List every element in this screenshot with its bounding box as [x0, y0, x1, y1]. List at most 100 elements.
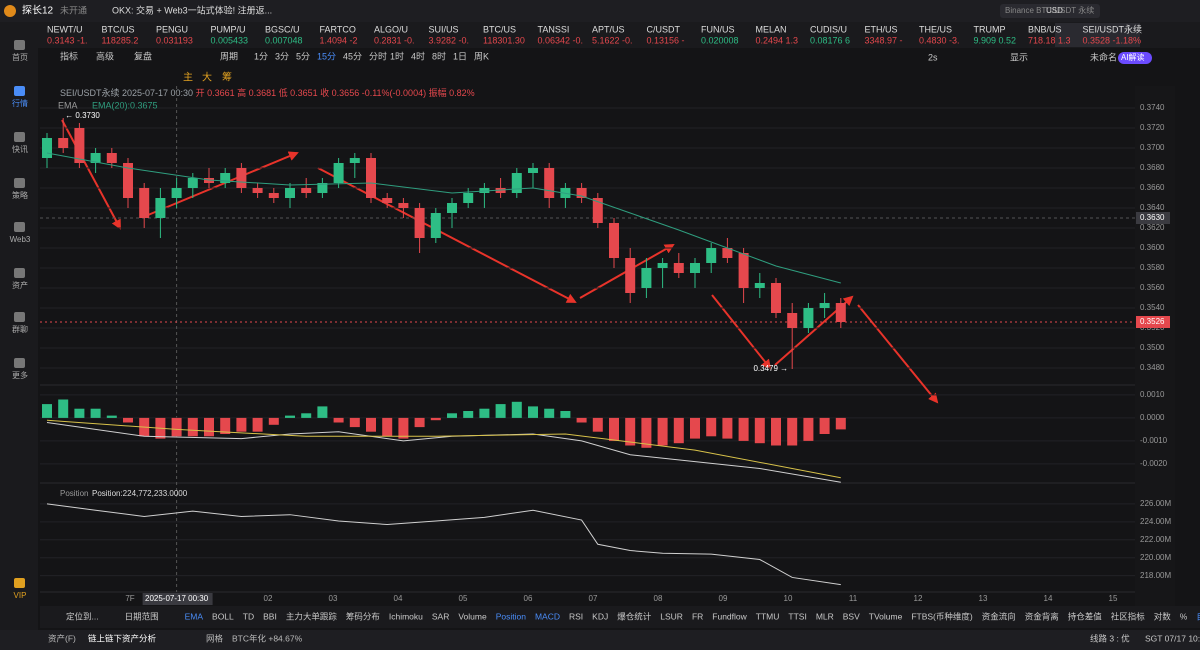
tab[interactable]: RSI: [569, 611, 583, 621]
toolbar-right[interactable]: 未命名: [1090, 51, 1117, 62]
tab[interactable]: 对数: [1154, 611, 1172, 621]
sidebar-item[interactable]: VIP: [14, 591, 27, 600]
active-ticker[interactable]: [1055, 23, 1140, 47]
candle-body: [398, 203, 409, 208]
ticker-name[interactable]: BNB/US: [1028, 24, 1062, 34]
ticker-name[interactable]: PUMP/U: [211, 24, 246, 34]
tab[interactable]: BSV: [843, 611, 860, 621]
candle-body: [511, 173, 522, 193]
ticker-name[interactable]: APT/US: [592, 24, 625, 34]
period[interactable]: 45分: [343, 51, 362, 61]
tab[interactable]: MACD: [535, 611, 560, 621]
ticker-name[interactable]: TANSSI: [538, 24, 570, 34]
tab[interactable]: FR: [692, 611, 703, 621]
period[interactable]: 1分: [254, 51, 268, 61]
tab[interactable]: TVolume: [869, 611, 903, 621]
ticker-name[interactable]: FARTCO: [320, 24, 356, 34]
ticker-name[interactable]: TRUMP: [974, 24, 1006, 34]
period[interactable]: 5分: [296, 51, 310, 61]
sidebar-item[interactable]: 资产: [12, 280, 28, 290]
tab[interactable]: KDJ: [592, 611, 608, 621]
info-field: 高 0.3681: [235, 87, 277, 98]
ticker-name[interactable]: ETH/US: [865, 24, 898, 34]
tab[interactable]: SAR: [432, 611, 449, 621]
ticker-name[interactable]: BTC/US: [483, 24, 516, 34]
toolbar-right[interactable]: 显示: [1010, 52, 1028, 62]
period[interactable]: 分时: [369, 50, 387, 61]
tab[interactable]: 主力大单跟踪: [286, 611, 338, 621]
tab[interactable]: Position: [496, 611, 527, 621]
tab[interactable]: EMA: [185, 611, 204, 621]
tab[interactable]: Fundflow: [712, 611, 747, 621]
tab[interactable]: TTSI: [788, 611, 806, 621]
period[interactable]: 4时: [411, 50, 425, 61]
ticker-name[interactable]: CUDIS/U: [810, 24, 847, 34]
tab[interactable]: 持仓差值: [1068, 611, 1103, 621]
tab[interactable]: 爆仓统计: [617, 611, 652, 621]
status-item[interactable]: 链上链下资产分析: [88, 633, 157, 643]
ticker-name[interactable]: NEWT/U: [47, 24, 83, 34]
tab[interactable]: 资金背离: [1025, 611, 1059, 621]
tab[interactable]: Volume: [458, 611, 487, 621]
tab[interactable]: Ichimoku: [389, 611, 423, 621]
sidebar-item[interactable]: 行情: [12, 98, 28, 108]
toolbar-item[interactable]: 周期: [220, 51, 238, 61]
period[interactable]: 15分: [317, 51, 336, 61]
period[interactable]: 3分: [275, 51, 289, 61]
macd-bar: [544, 408, 555, 418]
ticker-name[interactable]: THE/US: [919, 24, 952, 34]
ticker-name[interactable]: BTC/US: [102, 24, 135, 34]
tab[interactable]: %: [1180, 611, 1188, 621]
period[interactable]: 1时: [390, 50, 404, 61]
search[interactable]: Binance BTC/USDT 永续: [1005, 5, 1094, 15]
tab[interactable]: 日期范围: [125, 611, 159, 621]
ticker-name[interactable]: SUI/US: [429, 24, 459, 34]
toolbar-item[interactable]: 指标: [60, 50, 78, 61]
ticker-name[interactable]: MELAN: [756, 24, 787, 34]
toolbar-right[interactable]: 2s: [928, 52, 938, 62]
period[interactable]: 8时: [432, 50, 446, 61]
candle-body: [430, 213, 441, 238]
tab[interactable]: MLR: [816, 611, 834, 621]
ticker-name[interactable]: PENGU: [156, 24, 188, 34]
tab[interactable]: 筹码分布: [346, 611, 380, 621]
sidebar-item[interactable]: Web3: [10, 235, 31, 244]
tab[interactable]: 定位到...: [66, 611, 99, 621]
ai-badge[interactable]: [1118, 52, 1152, 64]
tab[interactable]: FTBS(币种维度): [911, 611, 973, 621]
currency[interactable]: USD: [1046, 6, 1063, 15]
sidebar-item[interactable]: 更多: [12, 370, 28, 380]
sidebar-item[interactable]: 快讯: [12, 144, 28, 154]
status-item[interactable]: BTC年化 +84.67%: [232, 633, 303, 643]
tab[interactable]: TD: [243, 611, 254, 621]
tool[interactable]: 筹: [222, 71, 232, 84]
tool[interactable]: 大: [202, 71, 212, 84]
tab[interactable]: TTMU: [756, 611, 780, 621]
tool[interactable]: 主: [183, 72, 193, 84]
status-item[interactable]: 网格: [206, 633, 224, 643]
tab[interactable]: 社区指标: [1111, 611, 1146, 621]
ticker-name[interactable]: FUN/US: [701, 24, 735, 34]
status-item[interactable]: 资产(F): [48, 633, 76, 643]
ticker-name[interactable]: SEI/USDT永续: [1083, 23, 1143, 34]
x-tick-label: 13: [979, 594, 988, 603]
ticker-name[interactable]: BGSC/U: [265, 24, 300, 34]
sidebar-item[interactable]: 群聊: [12, 324, 28, 334]
y-tick-label: 0.3660: [1140, 183, 1165, 192]
notice[interactable]: OKX: 交易 + Web3一站式体验! 注册返...: [112, 4, 272, 15]
ticker-name[interactable]: C/USDT: [647, 24, 681, 34]
tab[interactable]: 资金流向: [982, 611, 1016, 621]
ticker-name[interactable]: ALGO/U: [374, 24, 408, 34]
tab[interactable]: BOLL: [212, 611, 234, 621]
tab[interactable]: LSUR: [660, 611, 683, 621]
sidebar-item[interactable]: 首页: [12, 52, 28, 62]
toolbar-item[interactable]: 复盘: [134, 50, 152, 61]
period[interactable]: 周K: [474, 51, 489, 61]
sidebar-item[interactable]: 策略: [12, 190, 28, 200]
tab[interactable]: 自动: [1196, 611, 1200, 621]
currency-box[interactable]: [1042, 5, 1068, 17]
tab[interactable]: BBI: [263, 611, 277, 621]
toolbar-item[interactable]: 高级: [96, 50, 114, 61]
toolbar-right[interactable]: AI解读: [1121, 52, 1145, 62]
period[interactable]: 1日: [453, 51, 467, 61]
